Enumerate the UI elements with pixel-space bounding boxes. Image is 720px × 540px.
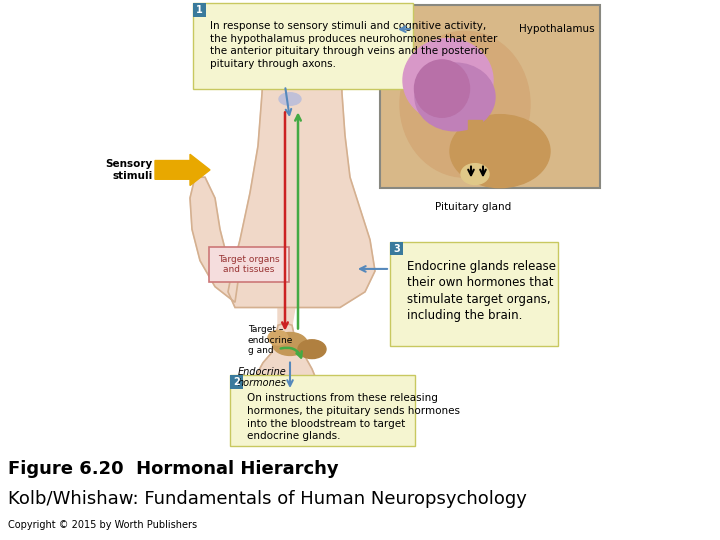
Text: Endocrine glands release
their own hormones that
stimulate target organs,
includ: Endocrine glands release their own hormo… (407, 260, 556, 322)
Text: Kolb/Whishaw: Fundamentals of Human Neuropsychology: Kolb/Whishaw: Fundamentals of Human Neur… (8, 490, 527, 508)
FancyBboxPatch shape (193, 3, 206, 17)
Ellipse shape (403, 38, 493, 122)
FancyBboxPatch shape (380, 5, 600, 187)
FancyBboxPatch shape (193, 3, 413, 89)
Circle shape (288, 39, 304, 56)
Ellipse shape (415, 60, 469, 117)
Circle shape (261, 40, 279, 59)
Ellipse shape (272, 333, 307, 355)
Ellipse shape (400, 31, 530, 177)
Text: Target organs
and tissues: Target organs and tissues (218, 255, 280, 274)
Ellipse shape (279, 93, 301, 105)
FancyArrow shape (155, 154, 210, 186)
Text: 1: 1 (196, 5, 203, 15)
Ellipse shape (260, 37, 310, 77)
Polygon shape (246, 323, 320, 440)
Text: On instructions from these releasing
hormones, the pituitary sends hormones
into: On instructions from these releasing hor… (247, 393, 460, 441)
Text: In response to sensory stimuli and cognitive activity,
the hypothalamus produces: In response to sensory stimuli and cogni… (210, 21, 498, 69)
Ellipse shape (461, 164, 489, 185)
Circle shape (268, 51, 284, 68)
Text: Figure 6.20  Hormonal Hierarchy: Figure 6.20 Hormonal Hierarchy (8, 460, 338, 478)
FancyBboxPatch shape (390, 242, 403, 255)
Text: Pituitary gland: Pituitary gland (435, 202, 511, 212)
Polygon shape (278, 307, 295, 325)
Text: 2: 2 (233, 377, 240, 387)
Polygon shape (190, 177, 238, 302)
FancyBboxPatch shape (209, 247, 289, 282)
Ellipse shape (415, 63, 495, 131)
Text: Copyright © 2015 by Worth Publishers: Copyright © 2015 by Worth Publishers (8, 520, 197, 530)
Circle shape (275, 37, 291, 54)
Ellipse shape (268, 330, 288, 345)
FancyBboxPatch shape (230, 375, 243, 389)
FancyBboxPatch shape (390, 242, 558, 346)
Text: Sensory
stimuli: Sensory stimuli (106, 159, 153, 181)
Text: Hypothalamus: Hypothalamus (519, 24, 595, 34)
FancyBboxPatch shape (230, 375, 415, 446)
FancyBboxPatch shape (278, 63, 292, 87)
Text: Target –
endocrine
g and: Target – endocrine g and (248, 325, 293, 355)
FancyBboxPatch shape (468, 120, 482, 164)
Circle shape (293, 47, 307, 62)
Ellipse shape (450, 114, 550, 187)
Circle shape (281, 51, 299, 70)
Ellipse shape (298, 340, 326, 359)
Polygon shape (228, 10, 375, 307)
Text: 3: 3 (393, 244, 400, 254)
Text: Endocrine
hormones: Endocrine hormones (238, 367, 287, 388)
